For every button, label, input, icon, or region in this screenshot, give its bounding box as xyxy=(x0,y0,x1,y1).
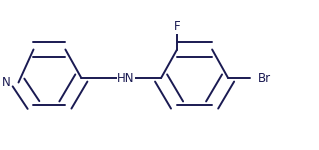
Text: F: F xyxy=(174,21,180,33)
Text: N: N xyxy=(2,76,11,89)
Text: HN: HN xyxy=(117,72,135,84)
Text: Br: Br xyxy=(257,72,271,84)
